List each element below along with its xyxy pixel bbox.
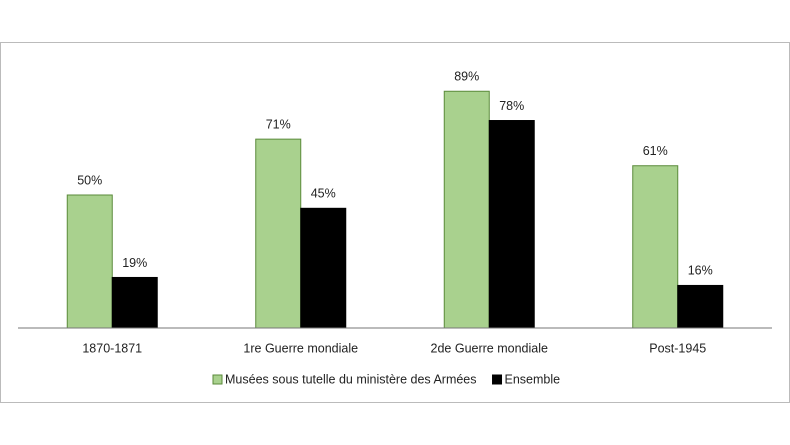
legend-swatch xyxy=(212,374,223,385)
bar xyxy=(111,276,158,329)
x-tick-label: 1re Guerre mondiale xyxy=(243,341,358,355)
bar xyxy=(66,194,113,329)
legend-label: Ensemble xyxy=(505,372,561,386)
value-label: 45% xyxy=(311,187,336,201)
x-tick-label: Post-1945 xyxy=(649,341,706,355)
value-label: 16% xyxy=(688,264,713,278)
bar xyxy=(255,138,302,329)
value-label: 71% xyxy=(266,117,291,131)
plot-area: 50% 19% 1870-1871 71% 45% 1re Guerre mondiale… xyxy=(18,70,772,355)
legend: Musées sous tutelle du ministère des Arm… xyxy=(212,372,561,386)
value-label: 89% xyxy=(454,70,479,84)
bar xyxy=(677,284,724,329)
x-tick-label: 2de Guerre mondiale xyxy=(431,341,548,355)
legend-label: Musées sous tutelle du ministère des Arm… xyxy=(225,372,477,386)
value-label: 50% xyxy=(77,173,102,187)
bar xyxy=(632,165,679,329)
value-label: 19% xyxy=(122,256,147,270)
legend-swatch xyxy=(492,374,503,385)
bar xyxy=(488,120,535,329)
value-label: 78% xyxy=(499,99,524,113)
bar xyxy=(300,207,347,329)
bar xyxy=(443,90,490,329)
value-label: 61% xyxy=(643,144,668,158)
x-tick-label: 1870-1871 xyxy=(82,341,142,355)
